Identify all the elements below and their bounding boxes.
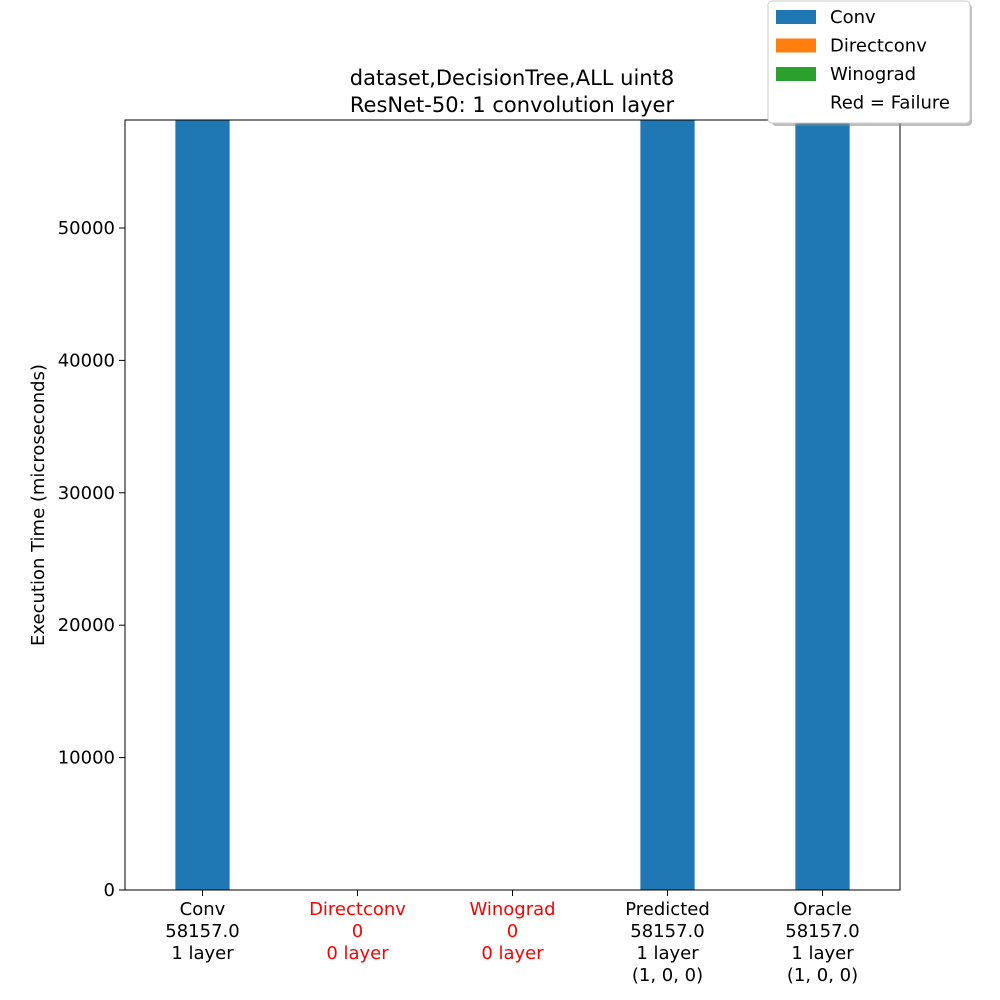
x-tick-label-2-line-1: 0 — [507, 921, 518, 942]
legend-label-0: Conv — [830, 7, 876, 28]
y-tick-label: 10000 — [58, 748, 115, 769]
x-tick-label-2-line-2: 0 layer — [481, 943, 544, 964]
y-tick-label: 40000 — [58, 350, 115, 371]
x-tick-label-3-line-3: (1, 0, 0) — [632, 965, 703, 986]
bar-conv-3 — [640, 120, 695, 890]
bar-conv-4 — [795, 120, 850, 890]
legend-swatch-directconv — [776, 38, 816, 53]
y-tick-label: 20000 — [58, 615, 115, 636]
y-axis: 0 10000 20000 30000 40000 50000 — [58, 218, 125, 901]
x-tick-label-0-line-1: 58157.0 — [165, 921, 239, 942]
legend: Conv Directconv Winograd Red = Failure — [767, 0, 972, 126]
y-axis-label: Execution Time (microseconds) — [28, 364, 49, 646]
chart-title-line-1: dataset,DecisionTree,ALL uint8 — [350, 66, 674, 90]
legend-label-3: Red = Failure — [830, 93, 950, 114]
legend-swatch-winograd — [776, 67, 816, 81]
bars-group — [175, 120, 850, 890]
x-tick-label-3-line-2: 1 layer — [636, 943, 699, 964]
x-tick-label-0-line-0: Conv — [180, 899, 226, 920]
chart-title: dataset,DecisionTree,ALL uint8 ResNet-50… — [350, 66, 675, 117]
x-tick-label-0-line-2: 1 layer — [171, 943, 234, 964]
chart-title-line-2: ResNet-50: 1 convolution layer — [350, 93, 675, 117]
x-tick-label-4-line-2: 1 layer — [791, 943, 854, 964]
x-tick-label-1-line-0: Directconv — [309, 899, 406, 920]
x-tick-label-3-line-0: Predicted — [625, 899, 710, 920]
x-tick-label-4-line-0: Oracle — [793, 899, 852, 920]
x-tick-label-1-line-1: 0 — [352, 921, 363, 942]
legend-swatch-conv — [776, 10, 816, 24]
bar-conv-0 — [175, 120, 230, 890]
x-tick-label-2-line-0: Winograd — [469, 899, 555, 920]
legend-label-1: Directconv — [830, 36, 927, 57]
y-tick-label: 50000 — [58, 218, 115, 239]
x-tick-label-4-line-1: 58157.0 — [785, 921, 859, 942]
plot-frame — [124, 119, 901, 891]
x-tick-label-1-line-2: 0 layer — [326, 943, 389, 964]
y-tick-label: 30000 — [58, 483, 115, 504]
legend-label-2: Winograd — [830, 64, 916, 85]
x-tick-label-4-line-3: (1, 0, 0) — [787, 965, 858, 986]
x-tick-label-3-line-1: 58157.0 — [630, 921, 704, 942]
legend-box — [767, 0, 971, 124]
y-tick-label: 0 — [104, 880, 115, 901]
